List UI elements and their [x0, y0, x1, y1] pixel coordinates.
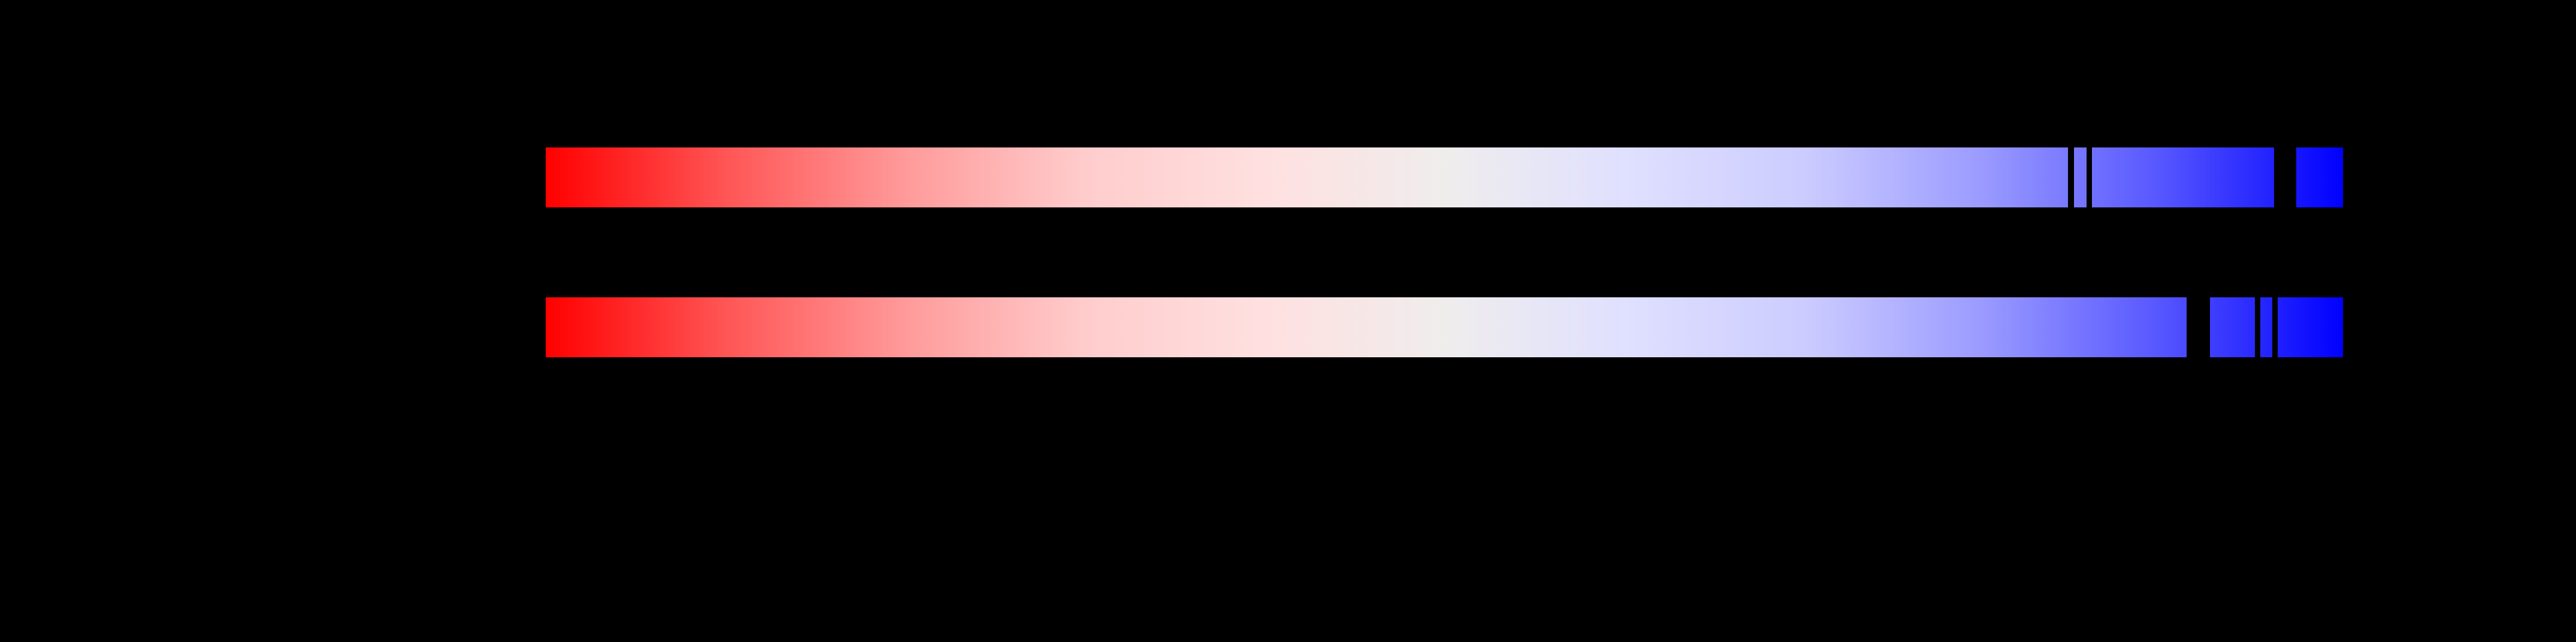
gradient-bar-row-1: [546, 147, 2343, 207]
segment-gap: [2272, 297, 2278, 357]
segment-gap: [2068, 147, 2074, 207]
segment-gap: [2187, 297, 2210, 357]
segment-gap: [2087, 147, 2092, 207]
segment-gap: [2274, 147, 2296, 207]
segment-gap: [2255, 297, 2260, 357]
gradient-bar-row-2: [546, 297, 2343, 357]
